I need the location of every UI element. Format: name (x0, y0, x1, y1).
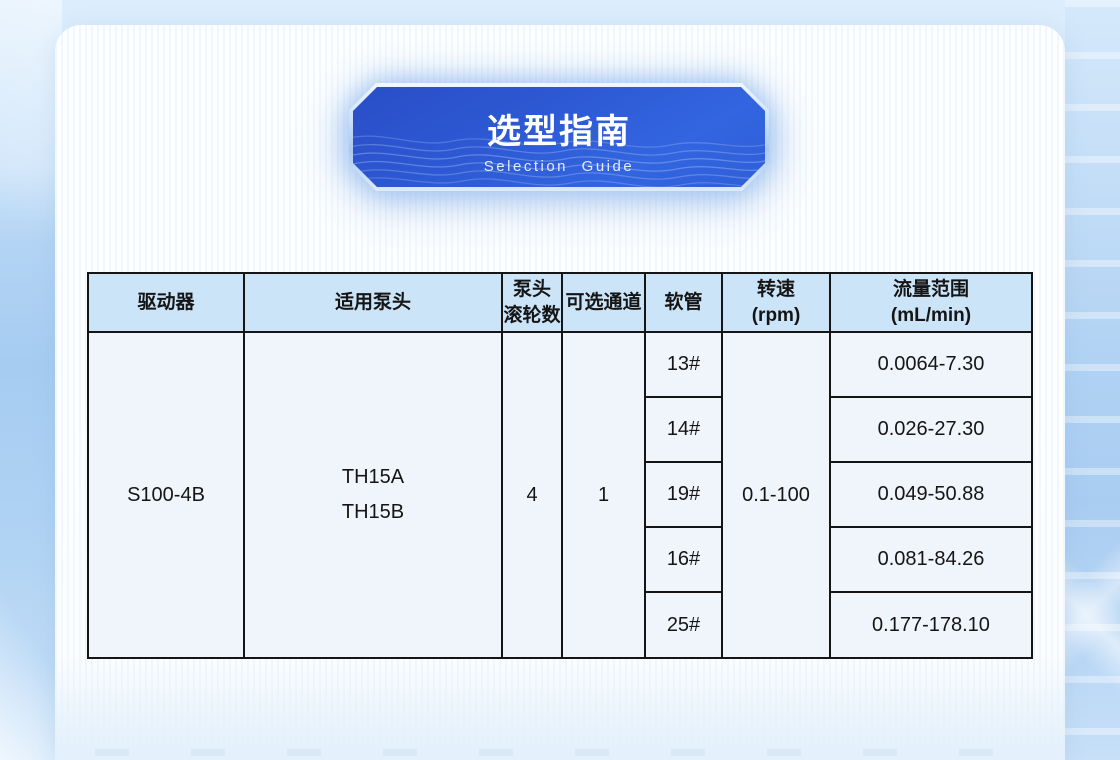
header-speed: 转速 (rpm) (721, 272, 831, 333)
cell-tubing: 25# (644, 591, 723, 659)
pump-head-2: TH15B (341, 501, 405, 523)
header-flow-line1: 流量范围 (892, 278, 969, 300)
pump-head-1: TH15A (341, 466, 405, 488)
table-row: 14# 0.026-27.30 (88, 396, 1033, 463)
cell-flow: 0.049-50.88 (829, 461, 1033, 528)
selection-table: 驱动器 适用泵头 泵头 滚轮数 可选通道 软管 转速 (rpm) 流量范围 (m… (87, 272, 1033, 659)
header-speed-line2: (rpm) (751, 304, 801, 326)
table-header-row: 驱动器 适用泵头 泵头 滚轮数 可选通道 软管 转速 (rpm) 流量范围 (m… (87, 272, 1033, 333)
header-tubing: 软管 (644, 272, 723, 333)
cell-flow: 0.026-27.30 (829, 396, 1033, 463)
header-rollers-line2: 滚轮数 (503, 304, 561, 326)
cell-tubing: 19# (644, 461, 723, 528)
header-pump-head: 适用泵头 (243, 272, 503, 333)
watermark-marks (95, 749, 1025, 756)
header-channels: 可选通道 (561, 272, 646, 333)
cell-tubing: 14# (644, 396, 723, 463)
right-decoration (1065, 0, 1120, 760)
selection-guide-banner: 选型指南 Selection Guide (349, 83, 769, 191)
left-decoration (0, 0, 62, 760)
table-row: 25# 0.177-178.10 (88, 591, 1033, 659)
header-flow: 流量范围 (mL/min) (829, 272, 1033, 333)
header-rollers: 泵头 滚轮数 (501, 272, 563, 333)
cell-flow: 0.081-84.26 (829, 526, 1033, 593)
cell-flow: 0.177-178.10 (829, 591, 1033, 659)
header-flow-line2: (mL/min) (890, 304, 972, 326)
cell-rollers: 4 (501, 331, 563, 659)
cell-pump-heads: TH15A TH15B (243, 331, 503, 659)
cell-driver: S100-4B (87, 331, 245, 659)
cell-tubing: 16# (644, 526, 723, 593)
cell-speed: 0.1-100 (721, 331, 831, 659)
header-rollers-line1: 泵头 (512, 278, 551, 300)
table-row: 19# 0.049-50.88 (88, 461, 1033, 528)
banner-panel: 选型指南 Selection Guide (353, 87, 765, 187)
header-driver: 驱动器 (87, 272, 245, 333)
table-row: S100-4B TH15A TH15B 4 1 13# 0.1-100 0.00… (87, 331, 1033, 659)
cell-flow: 0.0064-7.30 (829, 331, 1033, 398)
banner-title: 选型指南 (487, 113, 631, 151)
header-speed-line1: 转速 (756, 278, 795, 300)
table-row: 16# 0.081-84.26 (88, 526, 1033, 593)
wave-pattern-icon (353, 121, 765, 187)
banner-subtitle: Selection Guide (483, 158, 635, 175)
cell-channels: 1 (561, 331, 646, 659)
cell-tubing: 13# (644, 331, 723, 398)
